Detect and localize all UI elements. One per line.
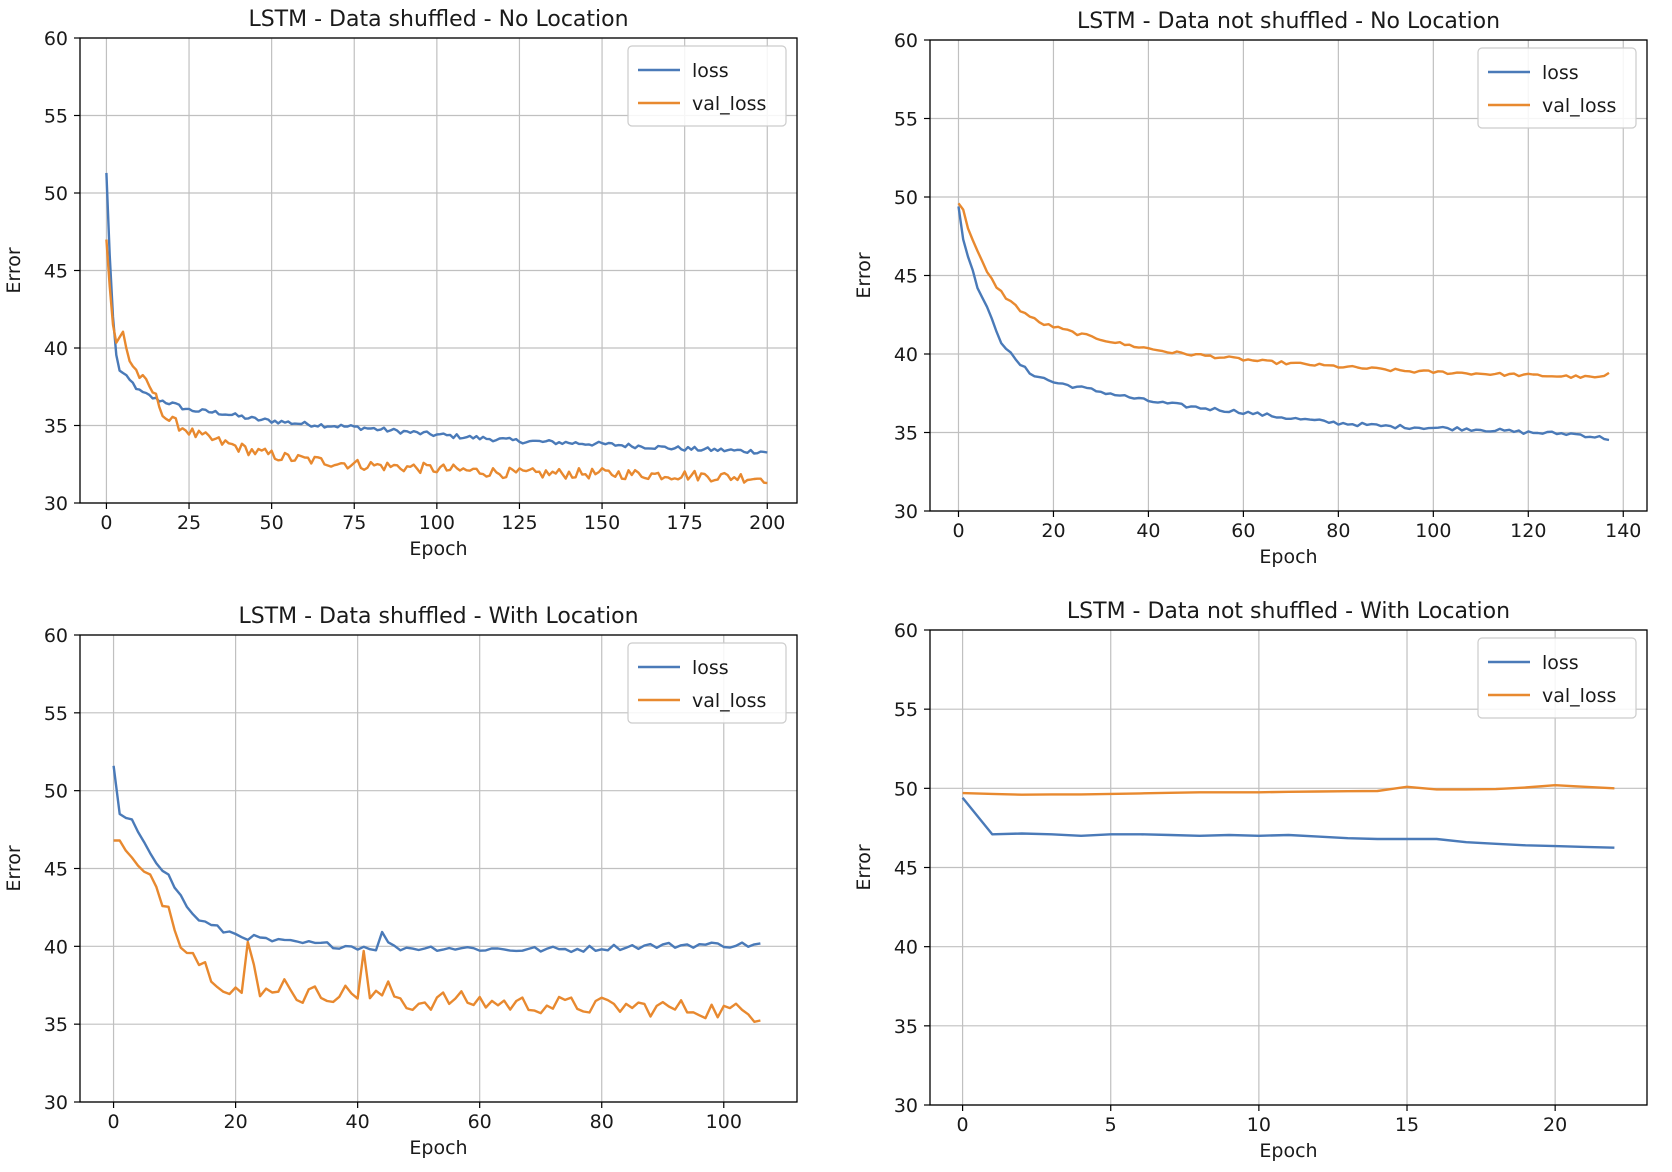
legend: loss val_loss [627,45,787,127]
y-tick-label: 50 [894,778,918,800]
y-tick-label: 30 [894,501,918,523]
x-tick-label: 20 [1543,1114,1567,1136]
x-tick-label: 100 [706,1111,742,1133]
y-tick-label: 55 [44,106,68,128]
x-tick-label: 150 [584,512,620,534]
x-tick-label: 0 [108,1111,120,1133]
y-tick-label: 40 [44,338,68,360]
x-tick-label: 100 [419,512,455,534]
x-tick-label: 0 [100,512,112,534]
y-axis-label: Error [853,252,875,299]
x-tick-label: 120 [1510,520,1546,542]
x-tick-label: 15 [1395,1114,1419,1136]
y-tick-label: 55 [894,699,918,721]
legend-box [1477,47,1637,129]
x-axis-label: Epoch [409,1137,467,1159]
series-line-loss [961,797,1615,849]
legend-label-loss: loss [1542,652,1579,674]
y-tick-label: 60 [44,28,68,50]
x-tick-label: 75 [342,512,366,534]
x-tick-label: 10 [1247,1114,1271,1136]
series-line-val-loss [113,839,761,1023]
y-tick-label: 30 [44,1092,68,1114]
chart-title: LSTM - Data not shuffled - With Location [1067,599,1510,624]
x-axis-label: Epoch [1259,1140,1317,1162]
legend-box [627,642,787,724]
legend: loss val_loss [627,642,787,724]
x-tick-label: 140 [1605,520,1641,542]
x-tick-label: 80 [590,1111,614,1133]
legend-box [627,45,787,127]
x-tick-label: 125 [501,512,537,534]
x-tick-label: 60 [1231,520,1255,542]
series-line-loss [105,172,768,455]
chart-panel-3: 0 20 40 60 80 100 30 35 40 45 50 55 60 LSTM - Data sh… [3,604,798,1159]
y-axis-label: Error [3,247,25,294]
x-tick-label: 50 [260,512,284,534]
legend-box [1477,637,1637,719]
series-line-loss [957,206,1610,442]
x-tick-label: 20 [224,1111,248,1133]
y-tick-label: 30 [44,493,68,515]
y-tick-label: 35 [44,416,68,438]
series-line-val-loss [957,202,1610,379]
x-tick-label: 80 [1326,520,1350,542]
x-tick-label: 25 [177,512,201,534]
x-axis-label: Epoch [409,538,467,560]
y-tick-label: 60 [894,620,918,642]
chart-title: LSTM - Data not shuffled - No Location [1077,9,1500,34]
x-tick-label: 5 [1105,1114,1117,1136]
y-tick-label: 30 [894,1095,918,1117]
x-tick-label: 200 [749,512,785,534]
y-tick-label: 35 [44,1014,68,1036]
legend-label-val-loss: val_loss [692,93,766,115]
y-tick-label: 55 [44,703,68,725]
legend-label-val-loss: val_loss [1542,685,1616,707]
y-tick-label: 50 [44,183,68,205]
x-axis-label: Epoch [1259,546,1317,568]
x-tick-label: 60 [468,1111,492,1133]
y-tick-label: 45 [44,261,68,283]
legend: loss val_loss [1477,47,1637,129]
y-tick-label: 35 [894,1016,918,1038]
chart-panel-1: 0 25 50 75 100 125 150 175 200 30 35 40 45 50 55 60 LSTM… [3,7,798,560]
y-axis-label: Error [853,844,875,891]
y-tick-label: 50 [44,781,68,803]
x-tick-label: 100 [1415,520,1451,542]
legend-label-loss: loss [692,60,729,82]
y-tick-label: 50 [894,187,918,209]
chart-title: LSTM - Data shuffled - No Location [248,7,628,32]
y-tick-label: 40 [894,937,918,959]
chart-panel-4: 0 5 10 15 20 30 35 40 45 50 55 60 LSTM - Data not sh… [853,599,1648,1162]
series-line-val-loss [962,784,1615,796]
y-tick-label: 60 [44,625,68,647]
x-tick-label: 0 [957,1114,969,1136]
series-line-val-loss [105,239,768,485]
x-tick-label: 0 [952,520,964,542]
y-tick-label: 35 [894,423,918,445]
y-tick-label: 55 [894,109,918,131]
y-tick-label: 45 [894,858,918,880]
x-tick-label: 175 [667,512,703,534]
y-axis-label: Error [3,845,25,892]
x-tick-label: 40 [346,1111,370,1133]
y-tick-label: 40 [894,344,918,366]
legend-label-loss: loss [1542,62,1579,84]
legend: loss val_loss [1477,637,1637,719]
x-tick-label: 20 [1041,520,1065,542]
chart-panel-2: 0 20 40 60 80 100 120 140 30 35 40 45 50 55 60 LSTM - D… [853,9,1648,568]
x-tick-label: 40 [1136,520,1160,542]
legend-label-val-loss: val_loss [1542,95,1616,117]
y-tick-label: 40 [44,936,68,958]
series-line-loss [112,765,761,954]
chart-title: LSTM - Data shuffled - With Location [238,604,638,629]
y-tick-label: 45 [894,266,918,288]
y-tick-label: 45 [44,859,68,881]
y-tick-label: 60 [894,30,918,52]
legend-label-loss: loss [692,657,729,679]
legend-label-val-loss: val_loss [692,690,766,712]
